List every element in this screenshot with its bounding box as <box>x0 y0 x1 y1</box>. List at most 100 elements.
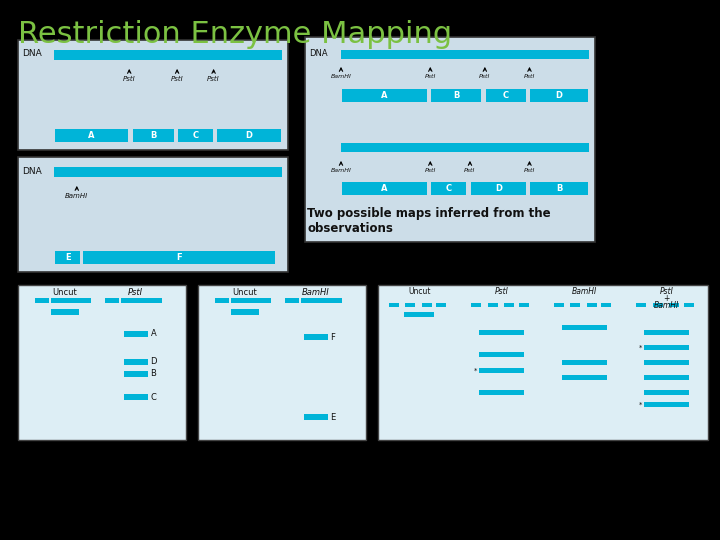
Text: PstI: PstI <box>425 74 436 79</box>
Text: A: A <box>89 131 95 140</box>
Text: PstI: PstI <box>425 168 436 173</box>
Bar <box>531 89 588 102</box>
Bar <box>124 394 148 400</box>
Bar <box>519 303 529 307</box>
Bar <box>124 359 148 365</box>
Text: PstI: PstI <box>207 76 220 82</box>
Bar <box>644 330 690 335</box>
Bar <box>644 390 690 395</box>
Bar <box>18 157 288 272</box>
Text: DNA: DNA <box>22 50 42 58</box>
Text: B: B <box>556 184 562 193</box>
Bar <box>479 390 524 395</box>
Bar <box>230 298 245 303</box>
Bar <box>471 303 481 307</box>
Bar <box>421 303 431 307</box>
Text: D: D <box>246 131 253 140</box>
Bar <box>405 303 415 307</box>
Bar <box>479 352 524 357</box>
Text: PstI: PstI <box>523 168 535 173</box>
Bar <box>504 303 514 307</box>
Bar <box>342 89 427 102</box>
Text: D: D <box>495 184 502 193</box>
Text: BamHI: BamHI <box>330 168 351 173</box>
Bar <box>644 345 690 350</box>
Text: PstI: PstI <box>171 76 184 82</box>
Text: D: D <box>150 357 157 367</box>
Bar <box>134 298 148 303</box>
Bar <box>55 129 128 142</box>
Bar <box>243 298 258 303</box>
Bar <box>63 298 78 303</box>
Bar <box>301 298 315 303</box>
Text: D: D <box>556 91 563 100</box>
Bar <box>479 330 524 335</box>
Bar <box>55 251 81 264</box>
Text: A: A <box>381 91 387 100</box>
Bar <box>652 303 662 307</box>
Bar <box>562 360 607 365</box>
Bar <box>644 360 690 365</box>
Bar <box>54 167 282 177</box>
Text: Uncut: Uncut <box>408 287 431 296</box>
Text: PstI: PstI <box>128 288 143 297</box>
Bar <box>669 303 679 307</box>
Text: PstI: PstI <box>123 76 135 82</box>
Bar <box>636 303 646 307</box>
Text: BamHI: BamHI <box>654 301 680 310</box>
Bar <box>471 182 526 195</box>
Bar <box>570 303 580 307</box>
Text: PstI: PstI <box>479 74 490 79</box>
Bar <box>124 371 148 377</box>
Text: B: B <box>150 369 156 379</box>
Text: +: + <box>664 294 670 303</box>
Text: DNA: DNA <box>309 50 328 58</box>
Bar <box>304 334 328 340</box>
Bar <box>132 129 174 142</box>
Bar <box>305 37 595 242</box>
Bar <box>84 251 276 264</box>
Bar <box>389 303 398 307</box>
Bar <box>587 303 596 307</box>
Bar <box>436 303 446 307</box>
Text: Restriction Enzyme Mapping: Restriction Enzyme Mapping <box>18 20 452 49</box>
Text: BamHI: BamHI <box>302 288 330 297</box>
Text: F: F <box>176 253 182 262</box>
Bar <box>404 312 434 317</box>
Text: A: A <box>381 184 387 193</box>
Bar <box>105 298 120 303</box>
Bar <box>644 375 690 380</box>
Bar <box>684 303 694 307</box>
Bar <box>341 50 589 59</box>
Bar <box>487 303 498 307</box>
Bar <box>121 298 135 303</box>
Bar <box>18 40 288 150</box>
Text: Two possible maps inferred from the
observations: Two possible maps inferred from the obse… <box>307 207 551 235</box>
Bar <box>178 129 212 142</box>
Text: E: E <box>65 253 71 262</box>
Text: *: * <box>639 402 642 408</box>
Bar <box>314 298 328 303</box>
Text: A: A <box>150 329 156 339</box>
Text: C: C <box>192 131 199 140</box>
Bar <box>479 368 524 373</box>
Bar <box>531 182 588 195</box>
Bar <box>378 285 708 440</box>
Text: C: C <box>503 91 509 100</box>
Bar <box>328 298 342 303</box>
Bar <box>51 309 79 315</box>
Bar <box>486 89 526 102</box>
Text: PstI: PstI <box>495 287 509 296</box>
Bar <box>304 414 328 420</box>
Text: Uncut: Uncut <box>233 288 258 297</box>
Text: Uncut: Uncut <box>53 288 78 297</box>
Bar <box>18 285 186 440</box>
Bar <box>50 298 65 303</box>
Text: F: F <box>330 333 336 341</box>
Text: B: B <box>150 131 156 140</box>
Bar <box>431 89 482 102</box>
Text: *: * <box>639 345 642 350</box>
Bar <box>601 303 611 307</box>
Bar <box>217 129 281 142</box>
Bar <box>562 325 607 330</box>
